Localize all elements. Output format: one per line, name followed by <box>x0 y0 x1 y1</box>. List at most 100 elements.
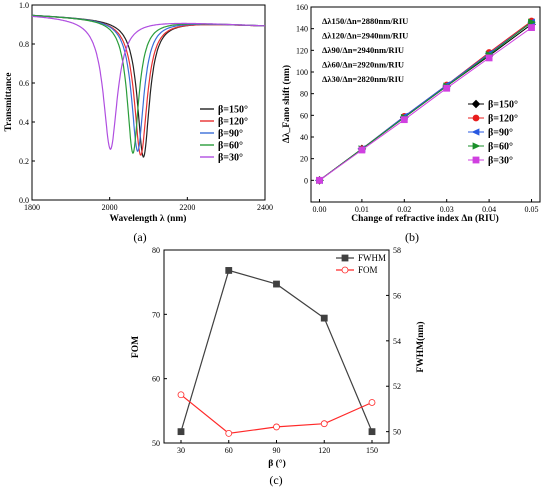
panel-a-curves <box>31 14 266 158</box>
panel-b-data-point <box>528 24 535 31</box>
panel-b-sensitivity-annotation: Δλ60/Δn=2920nm/RIU <box>322 60 404 70</box>
panel-b-x-tick-label: 0.04 <box>482 205 496 214</box>
panel-a-y-tick-label: 0.4 <box>19 118 29 127</box>
panel-b-y-axis-label: Δλ_Fano shift (nm) <box>281 65 292 143</box>
panel-b-data-point <box>485 54 493 62</box>
panel-b-data-point <box>443 84 451 92</box>
panel-a-x-axis-label: Wavelength λ (nm) <box>110 213 187 224</box>
panel-a-y-tick-label: 0.6 <box>19 79 29 88</box>
panel-c-left-tick-label: 60 <box>152 375 160 384</box>
panel-c-legend-marker <box>341 266 349 274</box>
panel-c-right-tick-label: 58 <box>393 246 401 255</box>
panel-b-y-tick-label: 100 <box>296 68 308 77</box>
panel-a-ticks: 1800 2000 2200 2400 0.0 0.2 0.4 0.6 0.8 1.0 <box>19 1 273 212</box>
panel-b-data-point <box>400 116 408 124</box>
panel-b-y-tick-label: 80 <box>300 90 308 99</box>
panel-c-series <box>177 267 376 437</box>
panel-b-legend-marker <box>472 142 481 150</box>
panel-a-legend-label: β=60° <box>218 141 243 152</box>
panel-b-data-point <box>316 176 323 184</box>
panel-c-left-tick-label: 70 <box>152 310 160 319</box>
panel-a-y-axis-label: Transmittance <box>4 73 14 132</box>
panel-c-data-point <box>177 428 185 436</box>
panel-b-legend-marker <box>472 114 480 122</box>
panel-c-data-point <box>320 420 328 428</box>
panel-b-label: (b) <box>405 230 419 244</box>
panel-c-right-tick-label: 54 <box>393 337 401 346</box>
panel-c-data-point <box>273 423 280 431</box>
panel-b-legend-marker <box>472 156 480 164</box>
panel-b-legend-marker <box>471 99 481 109</box>
panel-b-x-tick-label: 0.01 <box>355 205 369 214</box>
panel-a-legend: β=150°β=120°β=90°β=60°β=30° <box>200 105 248 164</box>
panel-c-legend-label: FWHM <box>358 253 386 263</box>
panel-b-x-tick-label: 0.00 <box>312 205 326 214</box>
panel-b-x-tick-label: 0.05 <box>525 205 539 214</box>
panel-b-series <box>315 17 536 185</box>
panel-c-data-point <box>225 429 233 437</box>
panel-b-y-tick-label: 0 <box>304 176 308 185</box>
panel-c-fom-fwhm-chart: 30 60 90 120 150 50 60 70 80 50 52 54 56 58 β (°) FOM… <box>131 246 426 487</box>
panel-b-sensitivity-annotation: Δλ150/Δn=2880nm/RIU <box>322 16 408 26</box>
panel-c-legend-marker <box>341 254 349 262</box>
panel-c-plot-frame <box>163 249 390 444</box>
panel-c-left-tick-label: 50 <box>152 439 160 448</box>
panel-b-sensitivity-annotation: Δλ90/Δn=2940nm/RIU <box>322 45 404 55</box>
panel-b-plot-frame <box>310 6 541 203</box>
panel-c-x-axis-label: β (°) <box>268 458 286 469</box>
panel-a-legend-label: β=150° <box>218 105 248 116</box>
panel-c-right-tick-label: 56 <box>393 291 401 300</box>
panel-b-legend-label: β=150° <box>488 100 518 111</box>
panel-b-legend-label: β=90° <box>488 128 513 139</box>
panel-c-data-point <box>177 391 185 399</box>
panel-b-legend-marker <box>471 128 480 136</box>
panel-a-label: (a) <box>133 230 146 244</box>
panel-a-x-tick-label: 2000 <box>102 203 118 212</box>
panel-c-right-axis-label: FWHM(nm) <box>415 321 426 372</box>
panel-a-x-tick-label: 2400 <box>257 203 273 212</box>
panel-c-legend: FWHM FOM <box>336 253 386 275</box>
panel-a-y-tick-label: 0.2 <box>19 157 29 166</box>
panel-b-x-tick-label: 0.02 <box>397 205 411 214</box>
panel-a-x-tick-label: 2200 <box>179 203 195 212</box>
panel-c-data-point <box>225 267 233 274</box>
panel-b-legend: β=150° β=120° β=90° β=60° β=30° <box>468 100 518 167</box>
panel-c-data-point <box>368 428 376 436</box>
panel-a-transmittance-chart: 1800 2000 2200 2400 0.0 0.2 0.4 0.6 0.8 1.0 Wavel… <box>4 1 273 244</box>
panel-b-sensitivity-annotation: Δλ30/Δn=2820nm/RIU <box>322 74 404 84</box>
panel-a-legend-label: β=30° <box>218 153 243 164</box>
panel-b-y-tick-label: 160 <box>296 3 308 12</box>
panel-b-series-line <box>319 21 532 181</box>
panel-c-series-line <box>180 269 373 432</box>
panel-b-ticks: 0.00 0.01 0.02 0.03 0.04 0.05 0 20 40 60 80 100 120 1… <box>296 3 539 214</box>
panel-a-plot-frame <box>31 4 266 201</box>
panel-c-x-tick-label: 90 <box>273 446 281 455</box>
panel-b-x-tick-label: 0.03 <box>440 205 454 214</box>
panel-c-x-tick-label: 30 <box>177 446 185 455</box>
panel-b-sensitivity-annotations: Δλ150/Δn=2880nm/RIU Δλ120/Δn=2940nm/RIU Δλ… <box>322 16 408 84</box>
panel-c-data-point <box>368 399 376 406</box>
panel-b-data-point <box>528 18 536 26</box>
panel-c-right-tick-label: 50 <box>393 428 401 437</box>
panel-a-legend-label: β=90° <box>218 129 243 140</box>
panel-c-left-tick-label: 80 <box>152 246 160 255</box>
panel-c-left-axis-label: FOM <box>131 336 141 358</box>
panel-a-series-line <box>31 15 266 150</box>
panel-b-series-line <box>319 27 532 181</box>
panel-b-y-tick-label: 40 <box>300 133 308 142</box>
panel-a-y-tick-label: 0.0 <box>19 196 29 205</box>
panel-a-y-tick-label: 1.0 <box>19 1 29 10</box>
panel-b-y-tick-label: 20 <box>300 155 308 164</box>
panel-a-legend-label: β=120° <box>218 117 248 128</box>
panel-c-right-tick-label: 52 <box>393 382 401 391</box>
panel-c-x-tick-label: 120 <box>318 446 330 455</box>
panel-a-y-tick-label: 0.8 <box>19 40 29 49</box>
panel-b-legend-label: β=30° <box>488 156 513 167</box>
panel-c-x-tick-label: 150 <box>366 446 378 455</box>
panel-b-y-tick-label: 140 <box>296 25 308 34</box>
panel-b-y-tick-label: 120 <box>296 46 308 55</box>
panel-b-legend-label: β=60° <box>488 142 513 153</box>
panel-b-y-tick-label: 60 <box>300 111 308 120</box>
panel-c-ticks: 30 60 90 120 150 50 60 70 80 50 52 54 56 58 <box>152 246 401 455</box>
